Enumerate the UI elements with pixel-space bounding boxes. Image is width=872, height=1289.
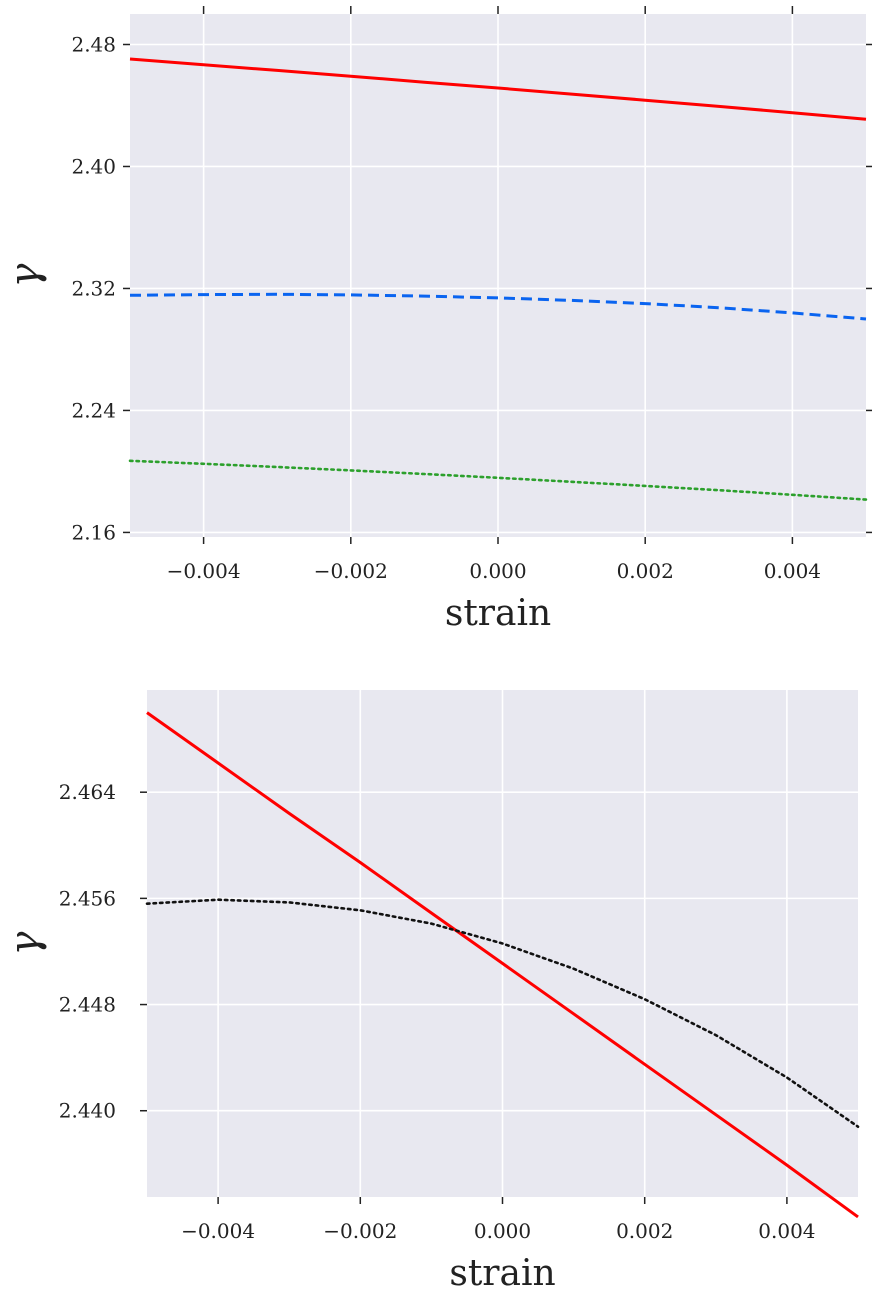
y-tick-label: 2.456: [59, 886, 116, 910]
chart-panel-2: −0.004 −0.002 0.000 0.002 0.004 2.440 2.448 2.4…: [2, 690, 860, 1289]
chart-panel-1: −0.004 −0.002 0.000 0.002 0.004 2.16 2.24 2.32 2…: [2, 6, 872, 634]
x-axis-label: strain: [449, 1253, 555, 1289]
x-tick-label: −0.002: [323, 1219, 397, 1243]
series-line-2-dotted: [145, 898, 860, 1128]
x-tick-label: 0.000: [474, 1219, 531, 1243]
y-tick-label: 2.24: [71, 398, 116, 422]
y-axis-label: γ: [2, 931, 48, 955]
y-tick-label: 2.464: [59, 780, 116, 804]
y-tick-label: 2.48: [71, 32, 116, 56]
x-tick-label: 0.002: [616, 1219, 673, 1243]
series-line-1-solid: [129, 57, 867, 121]
x-tick-label: 0.004: [764, 559, 821, 583]
y-tick-label: 2.32: [71, 276, 116, 300]
y-tick-label: 2.40: [71, 154, 116, 178]
x-tick-label: 0.000: [469, 559, 526, 583]
series-line-2-dashed: [129, 292, 867, 321]
y-tick-label: 2.440: [59, 1099, 116, 1123]
x-axis-label: strain: [445, 593, 551, 634]
y-tick-label: 2.16: [71, 520, 116, 544]
x-tick-label: 0.002: [617, 559, 674, 583]
x-tick-label: −0.002: [314, 559, 388, 583]
series-line-3-dotted: [128, 459, 868, 501]
series-line-1-solid: [146, 711, 859, 1219]
y-axis-label: γ: [2, 263, 48, 287]
x-tick-label: −0.004: [181, 1219, 255, 1243]
x-tick-label: −0.004: [167, 559, 241, 583]
y-tick-label: 2.448: [59, 993, 116, 1017]
x-tick-label: 0.004: [758, 1219, 815, 1243]
